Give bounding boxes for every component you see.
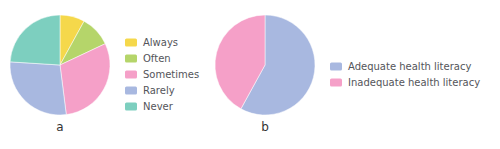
- svg-text:Always: Always: [143, 37, 178, 48]
- svg-text:Rarely: Rarely: [143, 85, 175, 96]
- svg-text:Often: Often: [143, 53, 171, 64]
- svg-text:Inadequate health literacy: Inadequate health literacy: [348, 77, 480, 88]
- svg-text:a: a: [56, 120, 63, 134]
- svg-text:Sometimes: Sometimes: [143, 69, 199, 80]
- svg-text:Never: Never: [143, 101, 174, 112]
- svg-text:Adequate health literacy: Adequate health literacy: [348, 61, 471, 72]
- svg-text:b: b: [261, 120, 269, 134]
